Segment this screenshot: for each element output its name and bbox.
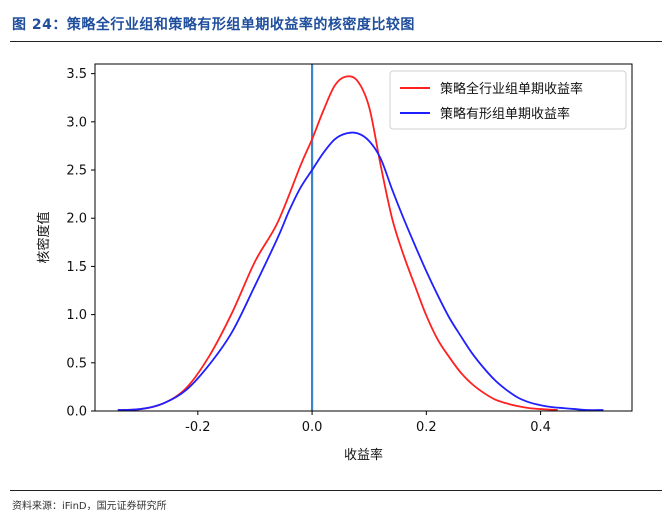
bottom-divider bbox=[10, 490, 662, 491]
y-tick-label: 2.0 bbox=[66, 212, 87, 227]
x-axis-ticks: -0.2 0.0 0.2 0.4 bbox=[185, 411, 551, 435]
source-note: 资料来源：iFinD，国元证券研究所 bbox=[12, 501, 167, 512]
series-lines bbox=[117, 75, 604, 412]
series-line-tangible bbox=[117, 131, 604, 412]
legend-box bbox=[389, 70, 627, 130]
x-tick-label: -0.2 bbox=[185, 420, 210, 435]
y-tick-label: 1.5 bbox=[66, 260, 87, 275]
x-tick-label: 0.4 bbox=[530, 420, 551, 435]
series-line-full-industry bbox=[117, 75, 558, 411]
top-divider bbox=[10, 41, 662, 42]
y-tick-label: 0.5 bbox=[66, 356, 87, 371]
legend-label-full-industry: 策略全行业组单期收益率 bbox=[440, 81, 583, 97]
x-axis-label: 收益率 bbox=[344, 447, 383, 463]
x-tick-label: 0.0 bbox=[302, 420, 323, 435]
legend: 策略全行业组单期收益率 策略有形组单期收益率 bbox=[389, 70, 627, 130]
y-tick-label: 2.5 bbox=[66, 164, 87, 179]
y-axis-ticks: 0.0 0.5 1.0 1.5 2.0 2.5 3.0 3.5 bbox=[66, 67, 95, 420]
plot-frame bbox=[94, 63, 633, 412]
kde-chart: 0.0 0.5 1.0 1.5 2.0 2.5 3.0 3.5 -0.2 0.0 0.2 0.4 策… bbox=[36, 63, 633, 463]
y-axis-label: 核密度值 bbox=[36, 211, 52, 263]
x-tick-label: 0.2 bbox=[416, 420, 437, 435]
y-tick-label: 1.0 bbox=[66, 308, 87, 323]
legend-label-tangible: 策略有形组单期收益率 bbox=[440, 106, 570, 122]
y-tick-label: 3.5 bbox=[66, 67, 87, 82]
figure-title: 图 24：策略全行业组和策略有形组单期收益率的核密度比较图 bbox=[12, 17, 415, 33]
y-tick-label: 0.0 bbox=[66, 405, 87, 420]
y-tick-label: 3.0 bbox=[66, 115, 87, 130]
